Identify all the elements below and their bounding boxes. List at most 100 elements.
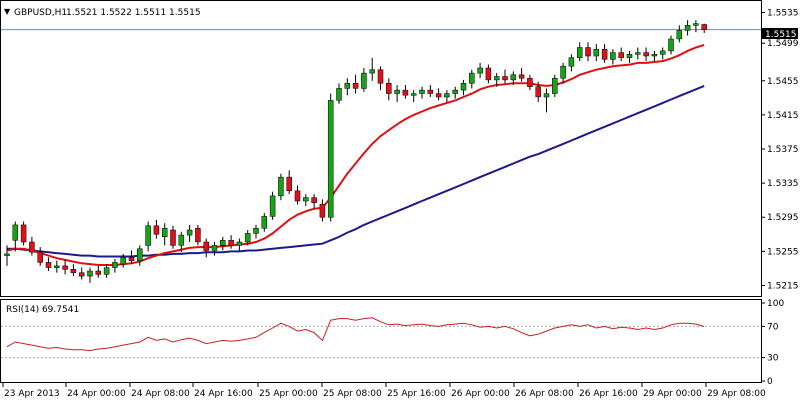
candle-body bbox=[37, 251, 43, 263]
price-tick-label: 1.5535 bbox=[767, 9, 799, 19]
candle-body bbox=[668, 38, 674, 52]
price-tick-label: 1.5295 bbox=[767, 213, 799, 223]
candle-body bbox=[510, 74, 517, 81]
rsi-axis: 100 70 30 0 bbox=[761, 299, 784, 387]
rsi-reference-lines bbox=[1, 325, 761, 359]
candle bbox=[112, 259, 118, 273]
candle-body bbox=[560, 66, 566, 79]
time-tick-label: 25 Apr 00:00 bbox=[259, 389, 318, 399]
candle-body bbox=[20, 224, 27, 243]
candle bbox=[78, 267, 85, 280]
candle-body bbox=[618, 52, 624, 58]
price-tick-label: 1.5499 bbox=[767, 39, 799, 49]
price-tick-label: 1.5455 bbox=[767, 77, 799, 87]
candle-body bbox=[336, 88, 342, 101]
time-axis: 23 Apr 2013 24 Apr 00:00 24 Apr 08:00 24 Ap… bbox=[2, 383, 766, 399]
candle bbox=[29, 236, 35, 256]
candle bbox=[543, 88, 550, 113]
candle bbox=[220, 236, 226, 251]
candle bbox=[510, 71, 517, 86]
candle bbox=[261, 212, 268, 232]
candle-body bbox=[386, 83, 392, 94]
candle bbox=[593, 44, 600, 62]
candle bbox=[502, 69, 508, 84]
candle-body bbox=[45, 262, 52, 268]
candle bbox=[585, 42, 591, 62]
candle-body bbox=[62, 265, 68, 270]
candle bbox=[178, 231, 185, 253]
candle-body bbox=[460, 83, 467, 91]
candle-body bbox=[220, 240, 226, 246]
candle-body bbox=[361, 72, 367, 89]
candle-body bbox=[128, 257, 135, 261]
candle bbox=[419, 86, 425, 99]
candle bbox=[643, 47, 649, 62]
time-tick-label: 25 Apr 08:00 bbox=[323, 389, 382, 399]
candle bbox=[311, 194, 317, 209]
candle bbox=[344, 78, 351, 96]
time-tick-label: 26 Apr 16:00 bbox=[579, 389, 638, 399]
candle-body bbox=[137, 248, 143, 261]
candle bbox=[327, 93, 334, 222]
candle bbox=[560, 62, 566, 84]
candle-body bbox=[161, 228, 168, 238]
price-tick-label: 1.5375 bbox=[767, 145, 799, 155]
candle-body bbox=[269, 195, 276, 217]
candle-body bbox=[170, 229, 176, 246]
candle-body bbox=[493, 76, 500, 81]
candle bbox=[195, 224, 201, 246]
candle bbox=[319, 199, 326, 222]
candle-body bbox=[527, 77, 533, 87]
candle bbox=[576, 42, 583, 62]
candle-body bbox=[12, 224, 19, 241]
candle bbox=[37, 247, 43, 266]
candle-body bbox=[236, 241, 243, 246]
candle-body bbox=[635, 52, 641, 55]
candle bbox=[352, 74, 359, 94]
candle-body bbox=[693, 23, 699, 26]
candle bbox=[137, 245, 143, 266]
rsi-tick-label: 70 bbox=[767, 322, 779, 332]
candle-body bbox=[178, 234, 185, 246]
candle bbox=[294, 185, 301, 205]
candle-body bbox=[394, 89, 400, 94]
candle bbox=[244, 230, 251, 246]
current-price-tag bbox=[762, 28, 798, 39]
candle bbox=[170, 225, 176, 249]
header-arrow[interactable]: ▼ bbox=[4, 7, 11, 16]
candle-body bbox=[87, 270, 93, 277]
candle bbox=[386, 78, 392, 101]
candle bbox=[676, 25, 683, 43]
candle-body bbox=[319, 204, 326, 218]
time-tick-label: 26 Apr 00:00 bbox=[451, 389, 510, 399]
rsi-line bbox=[6, 317, 705, 352]
candle-body bbox=[195, 228, 201, 243]
candle-body bbox=[643, 52, 649, 57]
candle bbox=[203, 238, 209, 258]
candle bbox=[701, 23, 707, 33]
candle-body bbox=[626, 54, 633, 58]
candle-body bbox=[311, 197, 317, 203]
candle bbox=[659, 47, 666, 60]
candle bbox=[410, 90, 417, 103]
candle bbox=[87, 267, 93, 283]
time-tick-label: 24 Apr 08:00 bbox=[131, 389, 190, 399]
candle-body bbox=[211, 245, 218, 251]
rsi-tick-label: 0 bbox=[767, 377, 773, 387]
candle bbox=[651, 50, 658, 62]
rsi-tick-label: 100 bbox=[767, 299, 784, 309]
candle bbox=[12, 221, 19, 252]
candle-body bbox=[435, 93, 442, 98]
main-panel-frame bbox=[0, 0, 762, 297]
time-tick-label: 24 Apr 16:00 bbox=[194, 389, 253, 399]
candle bbox=[452, 86, 458, 99]
candle-body bbox=[303, 197, 309, 202]
time-tick-label: 29 Apr 08:00 bbox=[707, 389, 766, 399]
candle-body bbox=[261, 216, 268, 229]
candle-body bbox=[410, 93, 417, 96]
rsi-panel-frame bbox=[0, 299, 762, 383]
candle-body bbox=[377, 69, 384, 84]
candle-body bbox=[103, 267, 110, 275]
